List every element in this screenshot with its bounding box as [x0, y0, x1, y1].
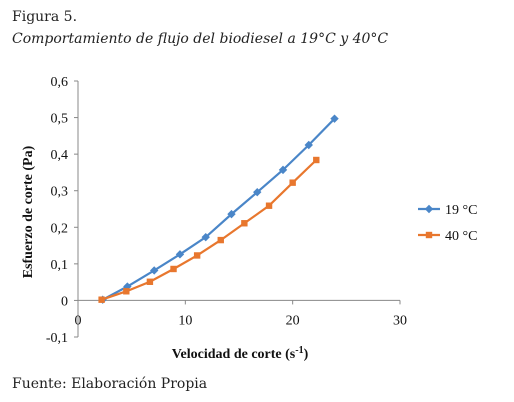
data-point-square [193, 252, 201, 259]
data-point-square [123, 288, 130, 295]
data-point-square [313, 156, 320, 164]
legend-marker-square [425, 231, 433, 239]
y-tick-label: 0,6 [51, 75, 69, 90]
x-axis: 0 10 20 30 [75, 299, 407, 328]
y-tick-label: 0,4 [51, 148, 69, 163]
data-point-diamond [227, 209, 236, 219]
data-point-diamond [175, 250, 185, 259]
data-point-diamond [201, 232, 210, 242]
x-axis-title-end: ) [304, 347, 309, 362]
data-point-square [265, 202, 273, 209]
y-tick-label: 0 [61, 294, 68, 309]
y-tick-label: -0,1 [46, 331, 68, 346]
legend: 19 °C 40 °C [418, 203, 477, 244]
figure-caption: Comportamiento de flujo del biodiesel a … [12, 31, 389, 47]
x-tick-label: 20 [286, 313, 300, 328]
data-point-diamond [278, 165, 288, 175]
data-point-square [146, 278, 154, 285]
data-point-diamond [304, 140, 313, 150]
data-point-square [98, 296, 105, 303]
figure-label: Figura 5. [12, 9, 78, 25]
data-point-square [241, 220, 248, 227]
y-tick-label: 0,5 [51, 112, 69, 127]
data-point-square [170, 265, 177, 273]
legend-marker-diamond [424, 204, 434, 214]
data-point-square [217, 236, 224, 244]
legend-label: 40 °C [445, 229, 477, 244]
series-layer [98, 114, 339, 304]
x-tick-label: 10 [178, 313, 192, 328]
figure-source: Fuente: Elaboración Propia [12, 376, 208, 392]
data-point-diamond [330, 114, 339, 123]
data-point-square [289, 179, 296, 186]
x-tick-label: 30 [393, 313, 407, 328]
x-axis-title-superscript: -1 [295, 345, 303, 356]
y-tick-label: 0,3 [51, 185, 69, 200]
x-axis-title-main: Velocidad de corte (s [172, 347, 296, 362]
x-tick-label: 0 [75, 313, 82, 328]
y-tick-label: 0,2 [51, 221, 69, 236]
series-line-2 [101, 159, 318, 301]
y-axis: -0,1 0 0,1 0,2 0,3 0,4 0,5 0,6 [46, 75, 79, 346]
x-axis-title: Velocidad de corte (s-1) [172, 345, 309, 362]
data-point-diamond [253, 187, 262, 197]
y-axis-title: Esfuerzo de corte (Pa) [21, 145, 36, 278]
data-point-diamond [150, 266, 159, 275]
legend-label: 19 °C [445, 203, 477, 218]
series-line-1 [102, 117, 336, 301]
y-tick-label: 0,1 [51, 258, 69, 273]
